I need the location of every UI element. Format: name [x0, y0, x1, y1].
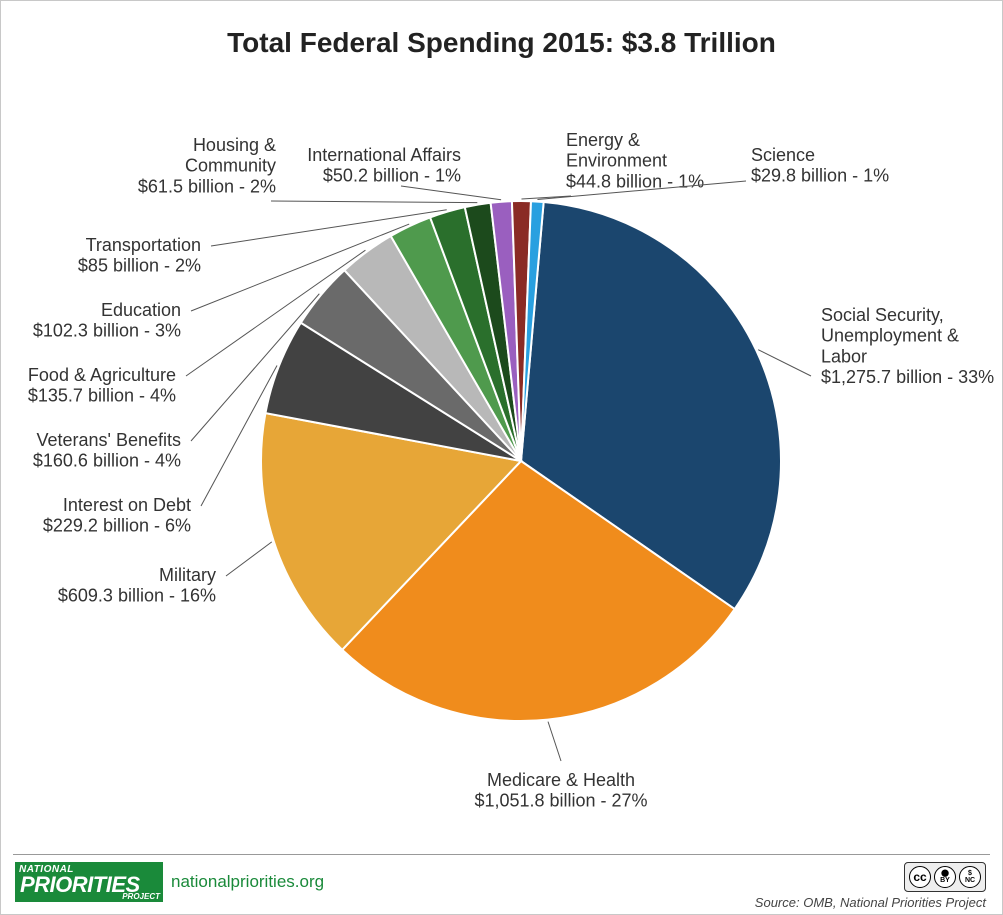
footer-divider [13, 854, 990, 855]
cc-icon: cc [909, 866, 931, 888]
slice-label: Veterans' Benefits$160.6 billion - 4% [33, 430, 181, 471]
leader-line [271, 201, 477, 203]
slice-label: International Affairs$50.2 billion - 1% [307, 145, 461, 186]
slice-label: Science$29.8 billion - 1% [751, 145, 889, 186]
slice-label: Medicare & Health$1,051.8 billion - 27% [474, 770, 647, 811]
leader-line [401, 186, 501, 200]
pie-chart: Social Security,Unemployment &Labor$1,27… [1, 91, 1002, 831]
slice-label: Transportation$85 billion - 2% [78, 235, 201, 276]
footer: NATIONAL PRIORITIES PROJECT nationalprio… [1, 854, 1002, 914]
slice-label: Social Security,Unemployment &Labor$1,27… [821, 305, 994, 387]
slice-label: Interest on Debt$229.2 billion - 6% [43, 495, 191, 536]
slice-label: Housing &Community$61.5 billion - 2% [138, 135, 276, 196]
npp-logo: NATIONAL PRIORITIES PROJECT [15, 862, 163, 902]
cc-nc-icon: $NC [959, 866, 981, 888]
cc-by-icon: ⬤BY [934, 866, 956, 888]
chart-frame: Total Federal Spending 2015: $3.8 Trilli… [0, 0, 1003, 915]
logo-text-project: PROJECT [122, 892, 160, 901]
chart-title: Total Federal Spending 2015: $3.8 Trilli… [1, 27, 1002, 59]
slice-label: Education$102.3 billion - 3% [33, 300, 181, 341]
leader-line [548, 722, 561, 761]
cc-license-icon: cc ⬤BY $NC [904, 862, 986, 892]
slice-label: Military$609.3 billion - 16% [58, 565, 216, 606]
slice-label: Energy &Environment$44.8 billion - 1% [566, 130, 704, 191]
leader-line [226, 542, 272, 576]
slice-label: Food & Agriculture$135.7 billion - 4% [28, 365, 176, 406]
source-text: Source: OMB, National Priorities Project [755, 895, 986, 910]
footer-url: nationalpriorities.org [171, 872, 324, 892]
